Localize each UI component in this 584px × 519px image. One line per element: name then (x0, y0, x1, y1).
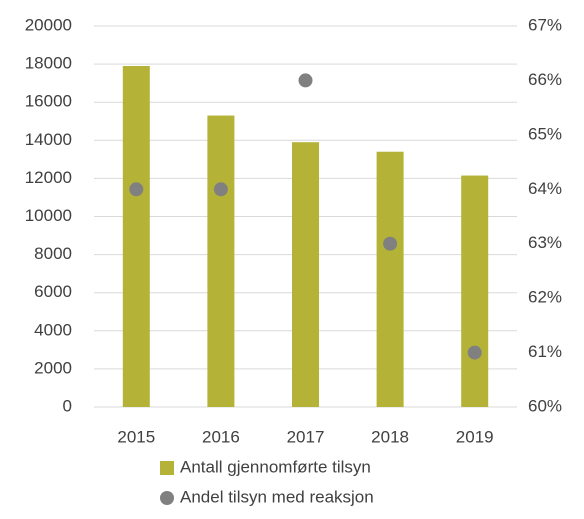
y2-tick-label: 65% (528, 124, 562, 143)
y-tick-label: 8000 (34, 244, 72, 263)
y2-tick-label: 67% (528, 15, 562, 34)
x-tick-label: 2019 (456, 427, 494, 446)
y-tick-label: 6000 (34, 282, 72, 301)
bar (122, 66, 150, 407)
y-tick-label: 20000 (25, 15, 72, 34)
bar (461, 175, 489, 407)
y-tick-label: 10000 (25, 206, 72, 225)
bar (292, 142, 319, 407)
legend-label: Andel tilsyn med reaksjon (180, 487, 374, 506)
bar (376, 151, 404, 407)
y2-tick-label: 64% (528, 179, 562, 198)
y2-tick-label: 63% (528, 233, 562, 252)
legend-label: Antall gjennomførte tilsyn (180, 457, 371, 476)
x-tick-label: 2017 (287, 427, 325, 446)
dot (213, 182, 228, 197)
dot (129, 182, 144, 197)
y-tick-label: 16000 (25, 92, 72, 111)
y2-tick-label: 60% (528, 396, 562, 415)
dot (298, 73, 313, 88)
x-tick-label: 2016 (202, 427, 240, 446)
y-tick-label: 4000 (34, 320, 72, 339)
y2-tick-label: 66% (528, 70, 562, 89)
dot (467, 345, 482, 360)
dot (383, 236, 398, 251)
legend-swatch (160, 491, 174, 505)
bar (207, 115, 235, 407)
y-tick-label: 14000 (25, 130, 72, 149)
y-tick-label: 18000 (25, 54, 72, 73)
y-tick-label: 0 (63, 396, 72, 415)
x-tick-label: 2018 (371, 427, 409, 446)
y-tick-label: 12000 (25, 168, 72, 187)
legend-swatch (160, 461, 174, 475)
y2-tick-label: 61% (528, 342, 562, 361)
y-tick-label: 2000 (34, 358, 72, 377)
x-tick-label: 2015 (117, 427, 155, 446)
y2-tick-label: 62% (528, 288, 562, 307)
